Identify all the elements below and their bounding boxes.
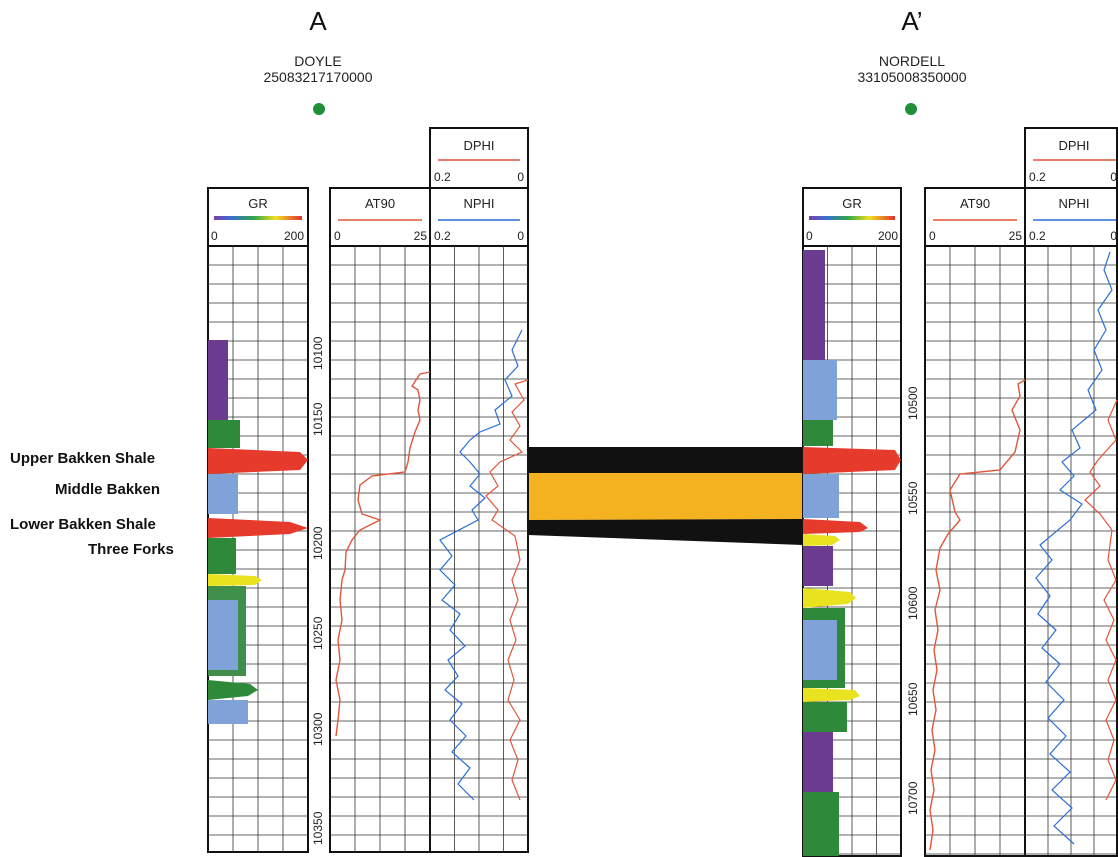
depth-tick-nordell-1: 10550 — [906, 481, 920, 515]
nphi-label-doyle: NPHI — [463, 196, 494, 211]
well-marker-nordell — [905, 103, 917, 115]
formation-label-middle-bakken: Middle Bakken — [55, 481, 160, 498]
dphi-curve-doyle — [485, 379, 529, 801]
nphi-max-doyle: 0 — [517, 229, 524, 243]
well-marker-doyle — [313, 103, 325, 115]
at90-max-doyle: 25 — [414, 229, 428, 243]
depth-tick-doyle-0: 10100 — [311, 336, 325, 370]
depth-tick-doyle-1: 10150 — [311, 402, 325, 436]
dphi-min-doyle: 0.2 — [434, 170, 451, 184]
dphi-max-nordell: 0 — [1110, 170, 1117, 184]
well-api-nordell: 33105008350000 — [857, 69, 966, 85]
gr-color-bar-nordell — [809, 216, 895, 220]
gr-min-doyle: 0 — [211, 229, 218, 243]
depth-tick-nordell-0: 10500 — [906, 386, 920, 420]
dphi-label-doyle: DPHI — [463, 138, 494, 153]
at90-label-nordell: AT90 — [960, 196, 990, 211]
nphi-curve-doyle — [439, 329, 523, 801]
well-name-doyle: DOYLE — [294, 53, 341, 69]
at90-curve-doyle — [335, 371, 431, 737]
grid-nordell — [803, 246, 1117, 856]
dphi-max-doyle: 0 — [517, 170, 524, 184]
section-label-a: A — [309, 6, 327, 36]
dphi-header-doyle — [429, 127, 529, 189]
gr-color-bar-doyle — [214, 216, 302, 220]
well-doyle-log: GR 0 200 AT90 0 25 NPHI 0.2 0 DPHI 0.2 0 — [207, 127, 529, 853]
at90-header-doyle — [329, 187, 431, 247]
grid-doyle — [208, 246, 528, 852]
at90-min-nordell: 0 — [929, 229, 936, 243]
depth-tick-nordell-3: 10650 — [906, 682, 920, 716]
dphi-curve-nordell — [1084, 399, 1118, 801]
depth-tick-doyle-5: 10350 — [311, 811, 325, 845]
nphi-min-doyle: 0.2 — [434, 229, 451, 243]
depth-axis-doyle: 10100 10150 10200 10250 10300 10350 — [311, 336, 325, 845]
nphi-max-nordell: 0 — [1110, 229, 1117, 243]
formation-label-three-forks: Three Forks — [88, 541, 174, 558]
nphi-curve-nordell — [1035, 251, 1113, 845]
at90-min-doyle: 0 — [334, 229, 341, 243]
gr-min-nordell: 0 — [806, 229, 813, 243]
gr-label-doyle: GR — [248, 196, 268, 211]
depth-axis-nordell: 10500 10550 10600 10650 10700 — [906, 386, 920, 815]
well-nordell-log: GR 0 200 AT90 0 25 NPHI 0.2 0 DPHI 0.2 0 — [802, 127, 1118, 857]
correlation-band-lower-bakken — [528, 519, 803, 545]
formation-label-upper-bakken-shale: Upper Bakken Shale — [10, 450, 155, 467]
nphi-header-nordell — [1024, 187, 1118, 247]
at90-max-nordell: 25 — [1009, 229, 1023, 243]
dphi-header-nordell — [1024, 127, 1118, 189]
gr-fill-nordell — [803, 250, 901, 856]
gr-max-nordell: 200 — [878, 229, 898, 243]
well-api-doyle: 25083217170000 — [263, 69, 372, 85]
dphi-min-nordell: 0.2 — [1029, 170, 1046, 184]
correlation-band-upper-bakken — [528, 447, 803, 473]
correlation-band-middle-bakken — [528, 473, 803, 520]
at90-label-doyle: AT90 — [365, 196, 395, 211]
dphi-label-nordell: DPHI — [1058, 138, 1089, 153]
gr-label-nordell: GR — [842, 196, 862, 211]
gr-fill-doyle — [208, 340, 308, 724]
well-name-nordell: NORDELL — [879, 53, 945, 69]
depth-tick-nordell-2: 10600 — [906, 586, 920, 620]
section-label-a-prime: A’ — [901, 6, 922, 36]
depth-tick-doyle-3: 10250 — [311, 616, 325, 650]
depth-tick-nordell-4: 10700 — [906, 781, 920, 815]
depth-tick-doyle-4: 10300 — [311, 712, 325, 746]
formation-label-lower-bakken-shale: Lower Bakken Shale — [10, 516, 156, 533]
depth-tick-doyle-2: 10200 — [311, 526, 325, 560]
gr-max-doyle: 200 — [284, 229, 304, 243]
nphi-min-nordell: 0.2 — [1029, 229, 1046, 243]
nphi-label-nordell: NPHI — [1058, 196, 1089, 211]
at90-curve-nordell — [929, 379, 1026, 851]
